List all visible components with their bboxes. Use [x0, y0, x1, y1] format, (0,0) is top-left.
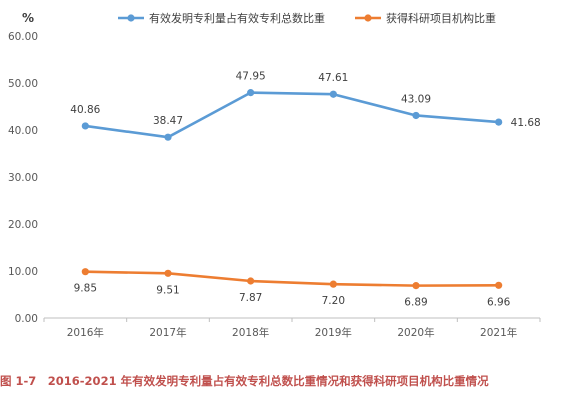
data-label: 6.89 — [404, 297, 427, 309]
data-label: 38.47 — [153, 115, 183, 127]
figure-caption: 图 1-7 2016-2021 年有效发明专利量占有效专利总数比重情况和获得科研… — [0, 374, 489, 388]
x-tick-label: 2020年 — [397, 326, 434, 339]
y-tick-label: 10.00 — [8, 266, 38, 278]
series-1-point — [495, 118, 503, 126]
series-line-1 — [85, 91, 499, 139]
data-label: 47.61 — [318, 72, 348, 84]
series-1-point — [412, 111, 420, 120]
y-tick-label: 0.00 — [15, 313, 38, 325]
legend-marker — [364, 14, 372, 22]
series-2-point — [164, 269, 172, 277]
y-axis: 0.00 10.00 20.00 30.00 40.00 50.00 60.00 — [8, 31, 38, 325]
series-1-point — [247, 89, 255, 97]
y-tick-label: 50.00 — [8, 78, 38, 90]
series-2-point — [81, 268, 89, 276]
plot-area: 40.86 38.47 47.95 47.61 43.09 41.68 9.85 9.51 7.… — [70, 71, 540, 309]
data-label: 40.86 — [70, 104, 100, 116]
y-axis-unit: % — [22, 11, 34, 25]
legend-label: 获得科研项目机构比重 — [386, 11, 496, 25]
data-label: 7.87 — [239, 292, 262, 304]
data-label: 47.95 — [236, 71, 266, 83]
x-axis: 2016年 2017年 2018年 2019年 2020年 2021年 — [43, 317, 541, 339]
data-label: 9.51 — [156, 284, 179, 296]
x-tick-label: 2017年 — [149, 326, 186, 339]
series-1-point — [164, 133, 172, 141]
data-label: 6.96 — [487, 296, 511, 308]
y-tick-label: 30.00 — [8, 172, 38, 184]
data-label: 9.85 — [74, 283, 97, 295]
y-tick-label: 60.00 — [8, 31, 38, 43]
y-tick-label: 40.00 — [8, 125, 38, 137]
data-label: 7.20 — [322, 295, 345, 307]
legend-marker — [127, 14, 135, 22]
x-tick-label: 2019年 — [315, 326, 352, 339]
x-tick-label: 2016年 — [67, 326, 104, 339]
series-1-point — [81, 122, 89, 130]
legend: 有效发明专利量占有效专利总数比重 获得科研项目机构比重 — [118, 11, 496, 25]
x-tick-label: 2018年 — [232, 326, 269, 339]
series-2-point — [495, 281, 503, 289]
series-1-point — [329, 90, 337, 98]
series-2-point — [247, 277, 255, 285]
legend-label: 有效发明专利量占有效专利总数比重 — [149, 11, 325, 25]
series-2-point — [412, 282, 420, 290]
series-2-point — [329, 280, 337, 288]
data-label: 43.09 — [401, 93, 431, 105]
series-line-2 — [85, 270, 499, 287]
x-tick-label: 2021年 — [480, 326, 517, 339]
y-tick-label: 20.00 — [8, 219, 38, 231]
data-label: 41.68 — [511, 117, 541, 129]
